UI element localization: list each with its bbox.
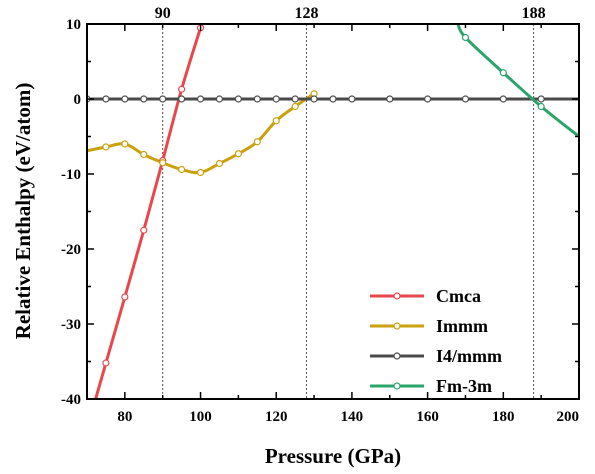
- series-line-immm: [87, 92, 315, 175]
- x-tick-label: 100: [189, 409, 212, 425]
- point-i4-mmm-6: [196, 95, 205, 103]
- point-fm-3m-0: [461, 33, 470, 42]
- point-immm-0: [102, 143, 110, 151]
- point-immm-5: [196, 168, 205, 177]
- point-i4-mmm-12: [310, 95, 318, 103]
- point-immm-3: [159, 159, 167, 167]
- point-cmca-2: [140, 226, 148, 234]
- point-immm-10: [291, 102, 299, 111]
- point-i4-mmm-18: [499, 95, 507, 103]
- legend-marker-fm-3m: [393, 382, 401, 390]
- point-i4-mmm-7: [215, 95, 224, 103]
- point-immm-1: [121, 140, 129, 148]
- point-i4-mmm-15: [386, 95, 394, 103]
- y-tick-label: -10: [61, 167, 81, 183]
- point-fm-3m-1: [499, 69, 507, 77]
- point-i4-mmm-9: [253, 95, 261, 103]
- point-immm-2: [140, 150, 148, 159]
- y-tick-label: -40: [61, 392, 81, 408]
- point-immm-6: [215, 159, 224, 168]
- series-line-cmca: [94, 24, 204, 399]
- point-immm-9: [272, 117, 280, 125]
- point-immm-4: [178, 165, 186, 174]
- point-cmca-1: [121, 293, 129, 301]
- point-i4-mmm-1: [102, 95, 110, 103]
- y-tick-label: -20: [61, 242, 81, 258]
- legend-marker-immm: [393, 322, 401, 330]
- point-i4-mmm-2: [121, 95, 129, 103]
- point-i4-mmm-11: [291, 95, 299, 103]
- plot-frame: [86, 23, 580, 400]
- point-i4-mmm-13: [329, 95, 337, 103]
- y-tick-label: -30: [61, 317, 81, 333]
- x-tick-label: 120: [265, 409, 288, 425]
- x-tick-label: 180: [492, 409, 515, 425]
- legend-label-fm-3m: Fm-3m: [436, 376, 492, 396]
- point-cmca-0: [102, 359, 110, 367]
- point-cmca-4: [178, 85, 186, 93]
- transition-label-90: 90: [155, 5, 171, 22]
- x-tick-label: 200: [557, 409, 580, 425]
- point-i4-mmm-5: [178, 95, 186, 103]
- point-i4-mmm-16: [424, 95, 432, 103]
- legend-marker-cmca: [393, 292, 401, 300]
- transition-label-128: 128: [295, 5, 319, 22]
- legend-label-immm: Immm: [436, 316, 488, 336]
- legend-label-cmca: Cmca: [436, 286, 481, 306]
- point-i4-mmm-10: [272, 95, 280, 103]
- point-i4-mmm-3: [140, 95, 148, 103]
- x-tick-label: 140: [341, 409, 364, 425]
- y-tick-label: 0: [74, 92, 82, 108]
- point-immm-8: [253, 138, 261, 146]
- x-tick-label: 80: [117, 409, 132, 425]
- legend-label-i4-mmm: I4/mmm: [436, 346, 502, 366]
- point-i4-mmm-14: [348, 95, 356, 103]
- transition-lines: 90 128 188: [155, 5, 546, 399]
- transition-label-188: 188: [522, 5, 546, 22]
- point-i4-mmm-19: [537, 95, 545, 103]
- point-immm-7: [234, 150, 242, 158]
- x-tick-label: 160: [416, 409, 439, 425]
- legend: Cmca Immm I4/mmm Fm-3m: [370, 286, 502, 396]
- y-axis-title: Relative Enthalpy (eV/atom): [11, 83, 35, 340]
- point-i4-mmm-17: [461, 95, 470, 103]
- y-tick-label: 10: [66, 17, 81, 33]
- legend-marker-i4-mmm: [393, 352, 401, 360]
- series-line-fm-3m: [456, 24, 579, 138]
- point-i4-mmm-8: [234, 95, 242, 103]
- point-i4-mmm-4: [159, 95, 167, 103]
- point-fm-3m-2: [537, 102, 545, 111]
- x-axis-title: Pressure (GPa): [265, 444, 401, 468]
